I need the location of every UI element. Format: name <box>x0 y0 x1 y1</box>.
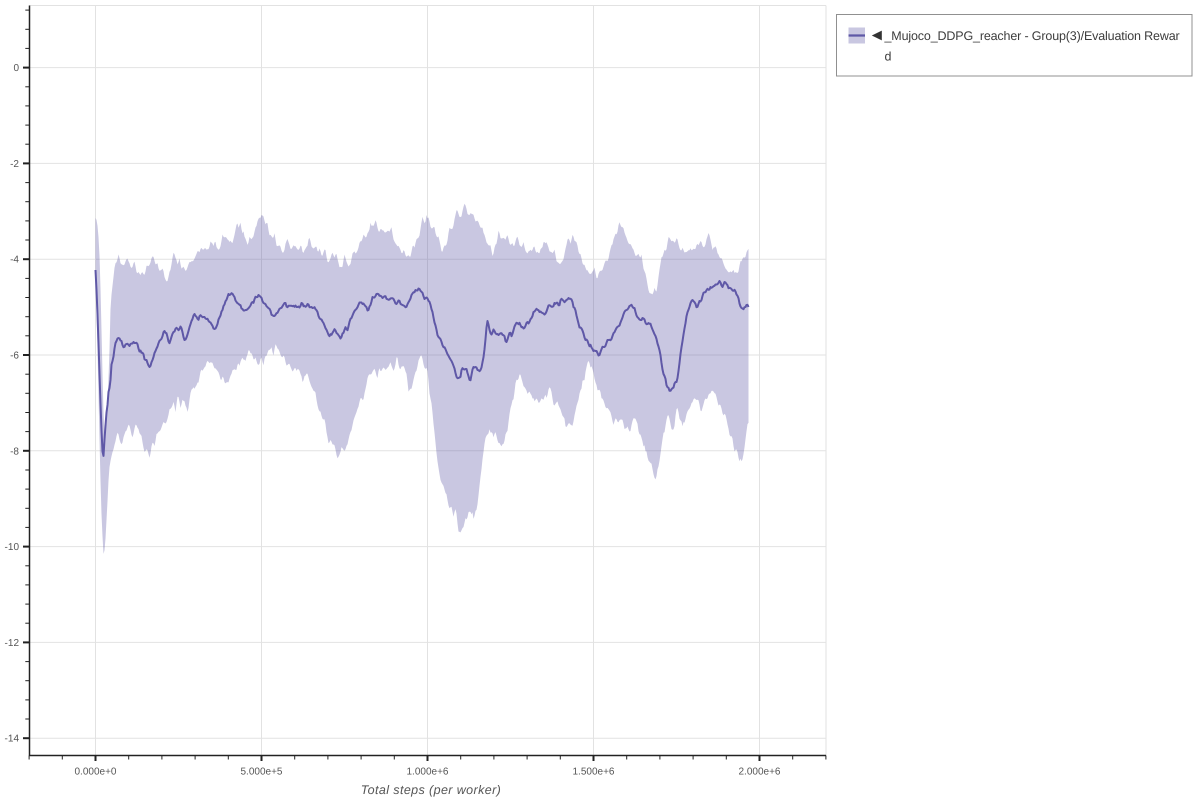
svg-text:5.000e+5: 5.000e+5 <box>241 767 283 778</box>
svg-text:1.000e+6: 1.000e+6 <box>407 767 449 778</box>
svg-text:-10: -10 <box>5 542 20 553</box>
svg-text:-12: -12 <box>5 638 20 649</box>
svg-text:_Mujoco_DDPG_reacher - Group(3: _Mujoco_DDPG_reacher - Group(3)/Evaluati… <box>884 29 1180 43</box>
svg-text:d: d <box>885 50 892 64</box>
svg-text:-6: -6 <box>10 351 19 362</box>
svg-text:-4: -4 <box>10 255 19 266</box>
svg-text:-8: -8 <box>10 446 19 457</box>
svg-text:0: 0 <box>13 63 19 74</box>
svg-text:-2: -2 <box>10 159 19 170</box>
svg-text:-14: -14 <box>5 734 20 745</box>
svg-text:2.000e+6: 2.000e+6 <box>739 767 781 778</box>
svg-text:1.500e+6: 1.500e+6 <box>573 767 615 778</box>
svg-text:Total steps (per worker): Total steps (per worker) <box>361 783 501 797</box>
svg-text:0.000e+0: 0.000e+0 <box>75 767 117 778</box>
